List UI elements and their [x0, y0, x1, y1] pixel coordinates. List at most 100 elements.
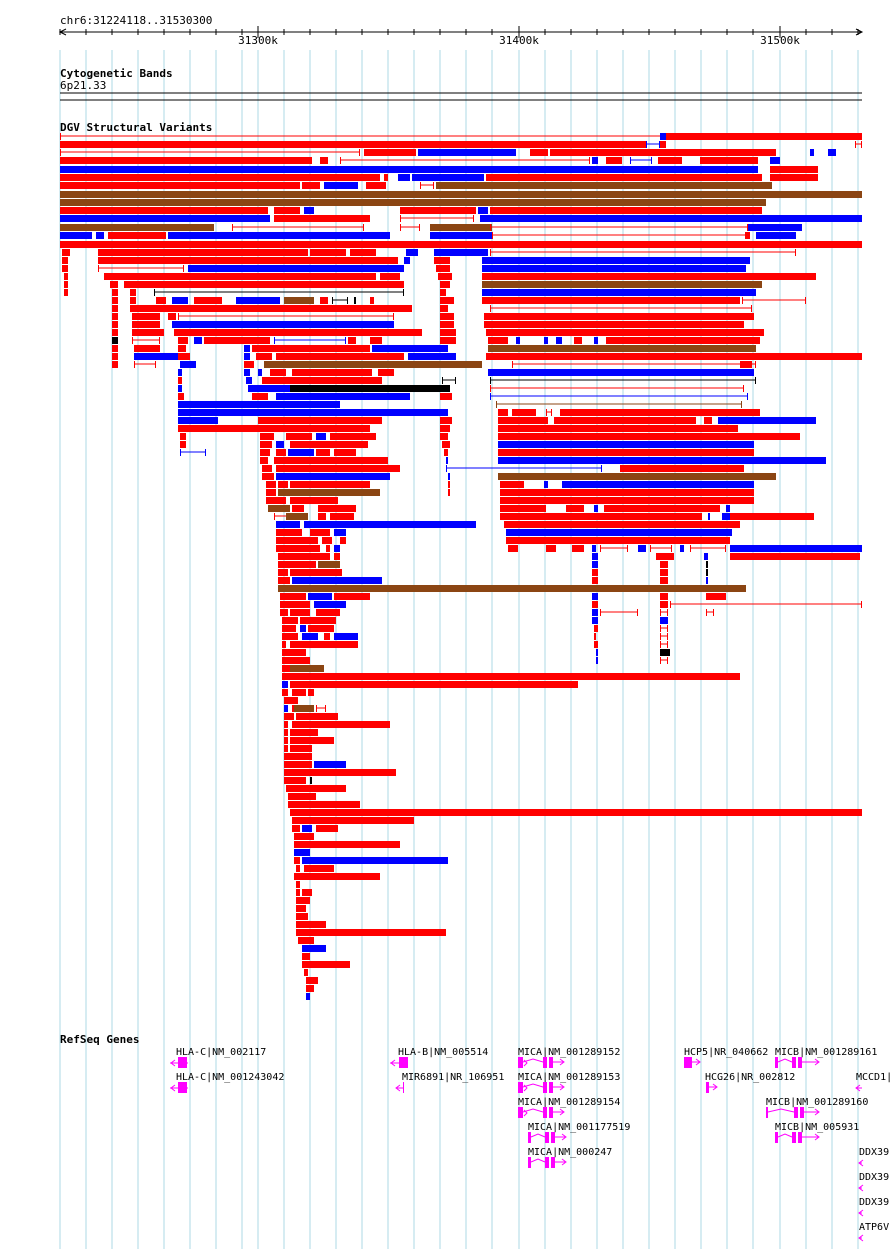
- variant-bar[interactable]: [498, 425, 738, 432]
- variant-bar[interactable]: [364, 149, 416, 156]
- variant-bar[interactable]: [488, 337, 508, 344]
- variant-bar[interactable]: [244, 361, 254, 368]
- variant-bar[interactable]: [660, 133, 666, 140]
- variant-bar[interactable]: [260, 449, 270, 456]
- variant-bar[interactable]: [286, 433, 312, 440]
- variant-bar[interactable]: [498, 449, 754, 456]
- variant-bar[interactable]: [372, 345, 448, 352]
- variant-bar[interactable]: [756, 224, 802, 231]
- variant-bar[interactable]: [666, 133, 862, 140]
- variant-bar[interactable]: [276, 545, 320, 552]
- variant-bar[interactable]: [290, 665, 324, 672]
- variant-bar[interactable]: [504, 521, 740, 528]
- variant-bar[interactable]: [334, 449, 356, 456]
- variant-bar[interactable]: [112, 361, 118, 368]
- variant-bar[interactable]: [180, 361, 196, 368]
- variant-bar[interactable]: [278, 585, 746, 592]
- variant-bar[interactable]: [718, 417, 726, 424]
- variant-bar[interactable]: [266, 489, 276, 496]
- variant-bar[interactable]: [130, 289, 136, 296]
- variant-bar[interactable]: [284, 769, 396, 776]
- variant-bar[interactable]: [482, 273, 816, 280]
- variant-bar[interactable]: [306, 977, 318, 984]
- variant-bar[interactable]: [296, 713, 338, 720]
- variant-bar[interactable]: [258, 417, 266, 424]
- variant-bar[interactable]: [284, 761, 312, 768]
- variant-bar[interactable]: [304, 521, 476, 528]
- variant-bar[interactable]: [316, 825, 338, 832]
- variant-bar[interactable]: [482, 265, 746, 272]
- variant-bar[interactable]: [64, 273, 68, 280]
- variant-bar[interactable]: [98, 257, 398, 264]
- variant-bar[interactable]: [592, 617, 598, 624]
- variant-bar[interactable]: [276, 465, 400, 472]
- variant-bar[interactable]: [260, 441, 272, 448]
- variant-bar[interactable]: [294, 849, 310, 856]
- variant-bar[interactable]: [264, 361, 482, 368]
- variant-bar[interactable]: [284, 737, 288, 744]
- variant-bar[interactable]: [166, 305, 412, 312]
- variant-bar[interactable]: [680, 545, 684, 552]
- variant-bar[interactable]: [172, 297, 188, 304]
- variant-bar[interactable]: [308, 625, 334, 632]
- variant-bar[interactable]: [294, 857, 300, 864]
- variant-bar[interactable]: [298, 937, 314, 944]
- variant-bar[interactable]: [594, 505, 598, 512]
- variant-bar[interactable]: [348, 337, 356, 344]
- variant-bar[interactable]: [594, 337, 598, 344]
- variant-bar[interactable]: [112, 337, 118, 344]
- variant-bar[interactable]: [592, 593, 598, 600]
- variant-bar[interactable]: [436, 182, 772, 189]
- variant-bar[interactable]: [324, 633, 330, 640]
- variant-bar[interactable]: [62, 257, 68, 264]
- variant-bar[interactable]: [180, 441, 186, 448]
- variant-bar[interactable]: [112, 305, 118, 312]
- variant-bar[interactable]: [306, 993, 310, 1000]
- variant-bar[interactable]: [310, 249, 346, 256]
- variant-bar[interactable]: [546, 545, 556, 552]
- variant-bar[interactable]: [438, 273, 452, 280]
- variant-bar[interactable]: [282, 673, 740, 680]
- gene-feature[interactable]: MICB|NM_005931: [775, 1122, 859, 1143]
- variant-bar[interactable]: [660, 649, 670, 656]
- variant-bar[interactable]: [204, 337, 270, 344]
- variant-bar[interactable]: [380, 273, 400, 280]
- gene-feature[interactable]: MICA|NM_001289153: [518, 1072, 620, 1093]
- variant-bar[interactable]: [278, 577, 290, 584]
- variant-bar[interactable]: [296, 897, 310, 904]
- variant-bar[interactable]: [480, 215, 862, 222]
- variant-bar[interactable]: [178, 417, 218, 424]
- variant-bar[interactable]: [334, 553, 340, 560]
- variant-bar[interactable]: [248, 385, 290, 392]
- variant-bar[interactable]: [104, 273, 376, 280]
- variant-bar[interactable]: [290, 569, 342, 576]
- variant-bar[interactable]: [486, 353, 862, 360]
- variant-bar[interactable]: [556, 337, 562, 344]
- variant-bar[interactable]: [284, 777, 306, 784]
- variant-bar[interactable]: [60, 215, 270, 222]
- variant-bar[interactable]: [112, 289, 118, 296]
- variant-bar[interactable]: [314, 761, 346, 768]
- variant-bar[interactable]: [530, 149, 548, 156]
- variant-bar[interactable]: [562, 481, 754, 488]
- variant-bar[interactable]: [178, 353, 190, 360]
- gene-feature[interactable]: DDX39: [858, 1147, 889, 1167]
- variant-bar[interactable]: [592, 601, 598, 608]
- variant-bar[interactable]: [262, 473, 274, 480]
- gene-feature[interactable]: MICA|NM_001289152: [518, 1047, 620, 1068]
- variant-bar[interactable]: [282, 625, 296, 632]
- variant-bar[interactable]: [178, 409, 448, 416]
- variant-bar[interactable]: [748, 224, 756, 231]
- variant-bar[interactable]: [660, 141, 666, 148]
- variant-bar[interactable]: [660, 561, 668, 568]
- variant-bar[interactable]: [110, 281, 118, 288]
- variant-bar[interactable]: [440, 425, 450, 432]
- variant-bar[interactable]: [294, 833, 314, 840]
- variant-bar[interactable]: [236, 297, 280, 304]
- variant-bar[interactable]: [340, 537, 346, 544]
- variant-bar[interactable]: [506, 529, 732, 536]
- variant-bar[interactable]: [262, 465, 272, 472]
- variant-bar[interactable]: [244, 369, 250, 376]
- variant-bar[interactable]: [178, 401, 340, 408]
- variant-bar[interactable]: [566, 505, 584, 512]
